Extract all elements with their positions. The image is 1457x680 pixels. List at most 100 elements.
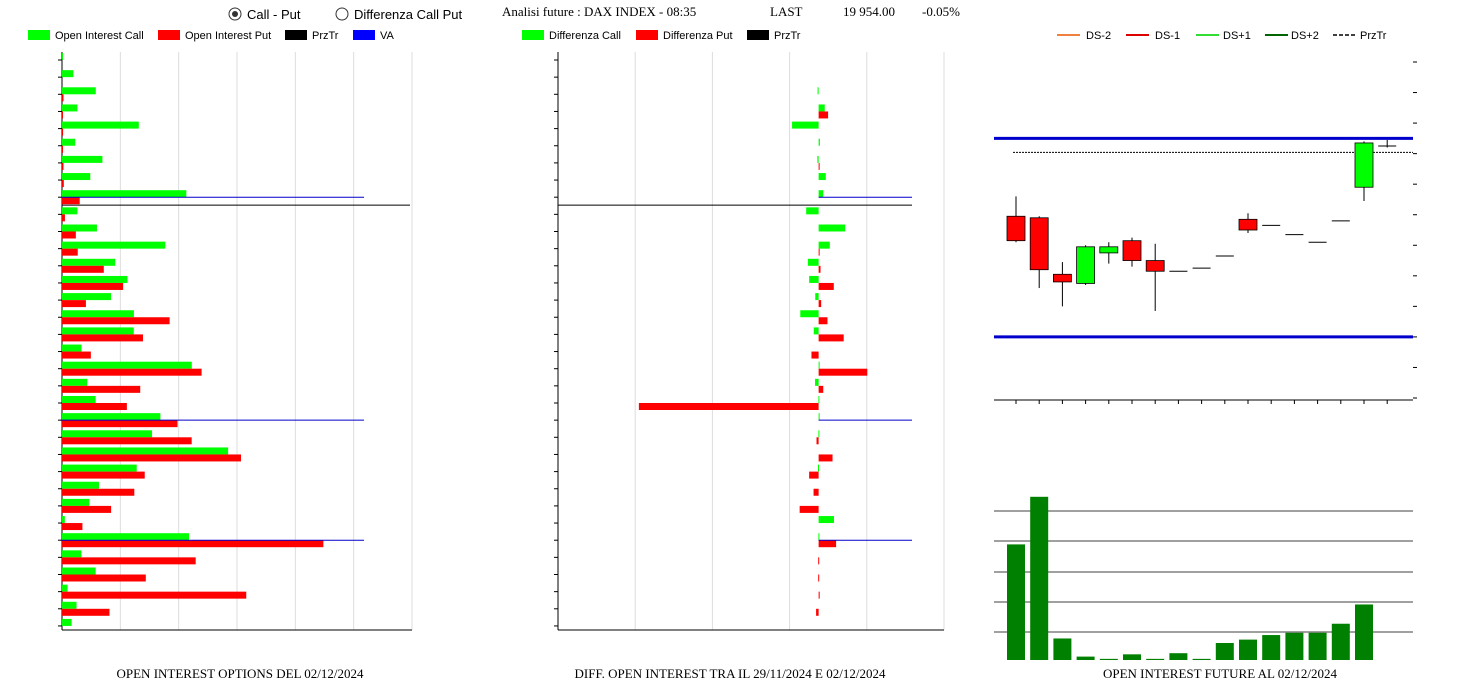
bar-put [62, 162, 64, 170]
bar-diff-call [817, 87, 819, 95]
bar-diff-put [818, 265, 821, 273]
bar-diff-call [815, 293, 819, 301]
bar-diff-put [818, 385, 824, 393]
bar-diff-call [818, 516, 835, 524]
legend-label: Open Interest Put [185, 30, 271, 42]
bar-diff-call [800, 310, 819, 318]
radio-differenza-label: Differenza Call Put [354, 7, 463, 22]
bar-call [62, 224, 97, 232]
bar-call [62, 344, 82, 352]
bar-diff-call [818, 413, 820, 421]
bar-diff-call [818, 173, 826, 181]
bar-put [62, 282, 124, 290]
bar-diff-put [818, 300, 822, 308]
chart-future-open-interest [994, 496, 1413, 660]
future-bar [1331, 623, 1350, 660]
bar-diff-put [818, 248, 820, 256]
bar-diff-call [818, 224, 846, 232]
bar-call [62, 378, 88, 386]
bar-put [62, 574, 146, 582]
bar-diff-put [818, 111, 829, 119]
bar-diff-put [818, 454, 833, 462]
bar-put [62, 385, 141, 393]
bar-diff-put [818, 574, 820, 582]
bar-diff-put [818, 557, 820, 565]
bar-call [62, 138, 76, 146]
future-bar [1030, 496, 1049, 660]
radio-differenza[interactable] [335, 7, 349, 21]
legend-swatch-put [158, 30, 180, 40]
bar-put [62, 145, 63, 153]
bar-diff-call [815, 378, 819, 386]
bar-call [62, 53, 63, 60]
bar-put [62, 231, 76, 239]
future-bar [1169, 653, 1188, 660]
bar-call [62, 550, 82, 558]
bar-put [62, 351, 91, 359]
bar-diff-call [809, 275, 819, 283]
bar-diff-call [792, 121, 819, 129]
radio-selected-dot [232, 11, 238, 17]
bar-put [62, 214, 65, 222]
bar-diff-put [818, 162, 820, 170]
candle-down [1238, 218, 1258, 231]
radio-call-put-label: Call - Put [247, 7, 301, 22]
legend-label: Differenza Call [549, 30, 621, 42]
bar-call [62, 258, 116, 266]
bar-diff-call [818, 190, 824, 198]
chart-future-candles [994, 61, 1417, 404]
last-change: -0.05% [922, 4, 960, 19]
bar-call [62, 87, 96, 95]
bar-call [62, 190, 187, 198]
bar-put [62, 265, 104, 273]
bar-put [62, 368, 202, 376]
bar-diff-call [818, 138, 820, 146]
bar-diff-put [811, 351, 819, 359]
future-bar [1007, 544, 1025, 660]
future-bar [1123, 654, 1141, 660]
legend-diff: Differenza Call Differenza Put PrzTr [522, 30, 801, 42]
chart-title-oi: OPEN INTEREST OPTIONS DEL 02/12/2024 [117, 666, 365, 680]
candle-down [1029, 217, 1049, 271]
bar-call [62, 361, 192, 369]
bar-diff-put [818, 317, 828, 325]
bar-call [62, 327, 134, 335]
bar-put [62, 197, 80, 205]
bar-call [62, 464, 137, 472]
future-bar [1192, 658, 1211, 660]
chart-diff-open-interest [554, 52, 945, 631]
last-value: 19 954.00 [843, 4, 895, 19]
legend-label: DS-2 [1086, 30, 1111, 42]
bar-call [62, 601, 77, 609]
future-bar [1053, 638, 1072, 660]
bar-diff-put [818, 368, 868, 376]
bar-diff-put [799, 505, 819, 513]
bar-call [62, 584, 68, 592]
bar-put [62, 488, 135, 496]
future-bar [1308, 632, 1327, 660]
bar-call [62, 104, 78, 112]
bar-call [62, 533, 190, 541]
bar-diff-call [806, 207, 819, 215]
bar-put [62, 180, 64, 188]
future-bar [1146, 658, 1165, 660]
bar-diff-call [813, 327, 819, 335]
bar-call [62, 516, 65, 524]
bar-put [62, 608, 110, 616]
candle-down [1006, 215, 1026, 242]
bar-diff-call [818, 396, 820, 403]
legend-swatch-diff-prztr [747, 30, 769, 40]
bar-put [62, 540, 324, 548]
bar-call [62, 70, 74, 78]
legend-label: DS+1 [1223, 30, 1251, 42]
future-bar [1262, 635, 1281, 660]
bar-call [62, 121, 139, 129]
bar-put [62, 317, 170, 325]
bar-diff-call [817, 464, 819, 472]
future-bar [1215, 643, 1234, 660]
bar-call [62, 447, 229, 455]
bar-diff-put [818, 282, 834, 290]
bar-diff-call [818, 104, 825, 112]
bar-call [62, 207, 78, 215]
